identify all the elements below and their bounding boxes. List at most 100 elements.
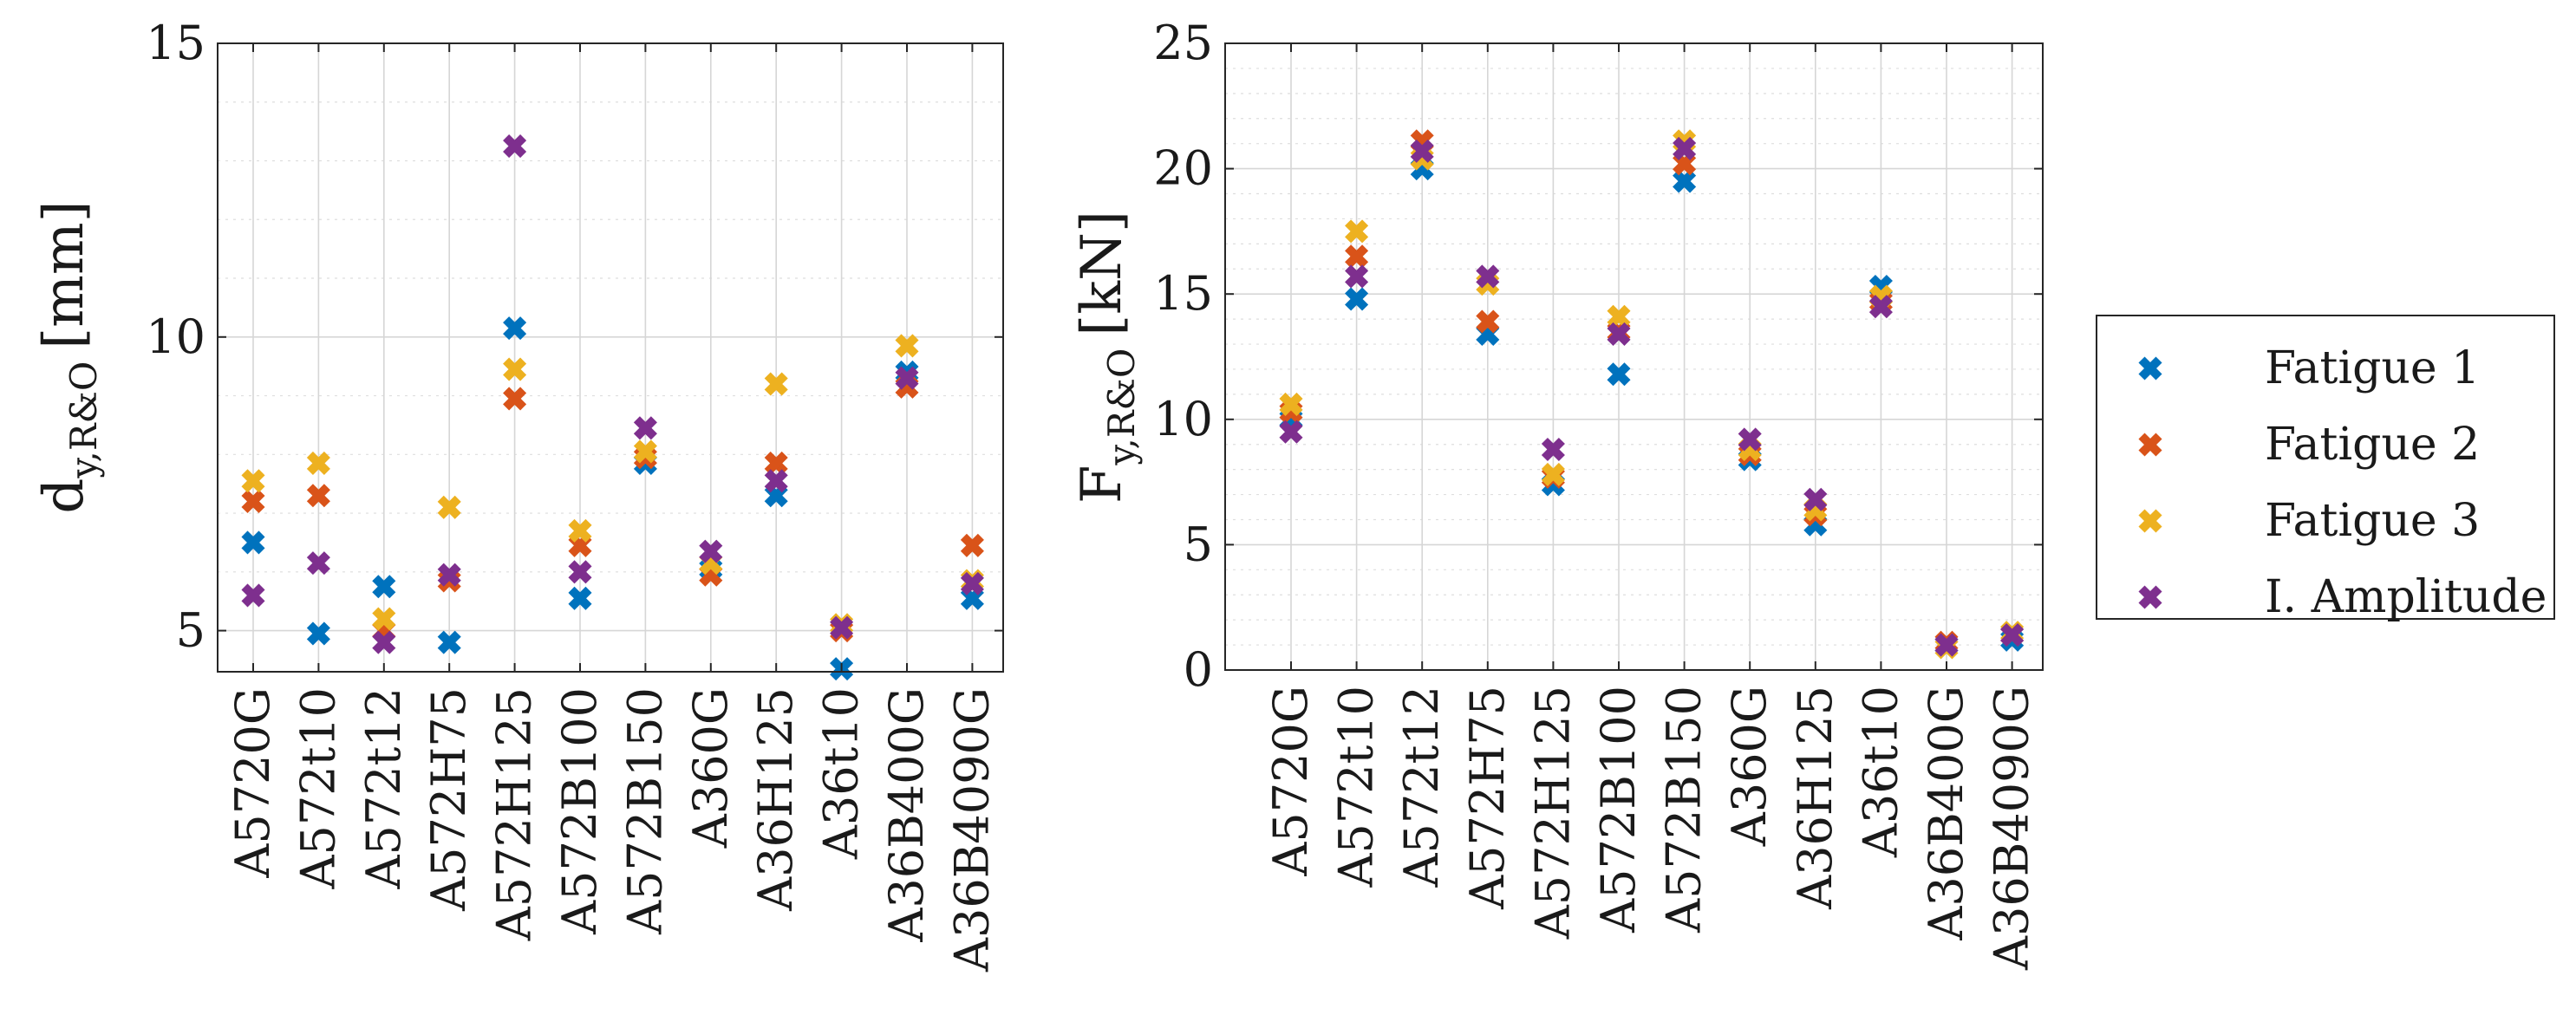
data-point-fatigue-1-a572b100	[1607, 362, 1631, 387]
legend-marker-fatigue-2	[2138, 433, 2162, 457]
data-point-i-amplitude-a360g	[1738, 427, 1762, 452]
data-point-i-amplitude-a572b100	[1607, 322, 1631, 347]
data-point-i-amplitude-a572b150	[633, 416, 657, 440]
x-tick-label-a5720g: A5720G	[225, 687, 280, 879]
data-point-i-amplitude-a572h125	[1541, 437, 1565, 462]
series-i-amplitude	[241, 134, 984, 654]
legend-marker-fatigue-3	[2138, 509, 2162, 533]
x-tick-label-a572t12: A572t12	[356, 687, 411, 889]
y-axis-label-symbol: F	[1070, 465, 1134, 504]
y-axis-label-unit: [mm]	[32, 200, 96, 348]
plot-area-box	[1224, 42, 2044, 671]
data-point-i-amplitude-a36b4090g	[2000, 622, 2025, 647]
x-tick-label-a360g: A360G	[1722, 686, 1777, 847]
x-tick-label-a572h75: A572H75	[1460, 686, 1515, 910]
x-tick-label-a572b100: A572B100	[552, 687, 607, 935]
data-point-fatigue-2-a572t10	[306, 484, 330, 508]
series-i-amplitude	[1279, 136, 2025, 657]
data-point-fatigue-3-a36h125	[764, 372, 788, 396]
data-point-i-amplitude-a5720g	[241, 583, 265, 608]
x-tick-label-a36b400g: A36B400G	[879, 687, 934, 943]
y-tick-label: 10	[1153, 392, 1213, 446]
data-point-i-amplitude-a36h125	[764, 469, 788, 493]
data-point-fatigue-2-a36b4090g	[960, 533, 984, 557]
data-point-i-amplitude-a36t10	[830, 615, 854, 640]
y-tick-label: 5	[176, 603, 205, 658]
data-point-i-amplitude-a572h75	[1476, 264, 1500, 289]
y-tick-label: 20	[1153, 141, 1213, 196]
legend-marker-i-amplitude	[2138, 585, 2162, 609]
data-point-i-amplitude-a572b100	[568, 560, 592, 584]
x-tick-label-a5720g: A5720G	[1263, 686, 1318, 877]
data-point-fatigue-1-a572h75	[437, 630, 461, 654]
x-tick-label-a36h125: A36H125	[748, 687, 803, 912]
legend-box	[2096, 315, 2555, 620]
data-point-fatigue-3-a572h125	[503, 357, 527, 381]
x-tick-label-a36t10: A36t10	[814, 687, 869, 860]
legend-entry-fatigue-3: Fatigue 3	[2138, 495, 2480, 547]
data-point-fatigue-3-a572b100	[1607, 304, 1631, 329]
data-point-fatigue-1-a572t12	[372, 575, 396, 599]
plot-area-box	[217, 42, 1004, 673]
data-point-fatigue-2-a572h125	[503, 387, 527, 411]
y-axis-label-unit: [kN]	[1070, 211, 1134, 336]
data-point-i-amplitude-a572t10	[1345, 264, 1369, 289]
y-tick-label: 15	[146, 16, 205, 70]
x-tick-label-a572t10: A572t10	[1329, 686, 1384, 888]
data-point-fatigue-3-a572h125	[1541, 462, 1565, 486]
data-point-i-amplitude-a572b150	[1673, 136, 1697, 160]
data-point-i-amplitude-a572t12	[372, 630, 396, 654]
data-point-i-amplitude-a572h125	[503, 134, 527, 159]
y-tick-label: 15	[1153, 266, 1213, 321]
x-tick-label-a572h75: A572H75	[421, 687, 476, 912]
data-point-fatigue-2-a572t10	[1345, 244, 1369, 269]
data-point-i-amplitude-a5720g	[1279, 420, 1303, 444]
legend-entry-fatigue-1: Fatigue 1	[2138, 342, 2480, 394]
data-point-fatigue-3-a36b400g	[895, 334, 919, 358]
x-tick-label-a36h125: A36H125	[1788, 686, 1842, 910]
data-point-fatigue-3-a5720g	[241, 469, 265, 493]
data-point-i-amplitude-a572h75	[437, 563, 461, 587]
y-axis-label-subscript: y,R&O	[62, 361, 105, 479]
svg-text:Fy,R&O[kN]: Fy,R&O [kN]	[1070, 211, 1143, 504]
legend-label-i-amplitude: I. Amplitude	[2265, 571, 2547, 623]
y-axis-label: Fy,R&O [kN]	[1070, 211, 1143, 504]
x-tick-label-a572h125: A572H125	[1525, 686, 1580, 940]
data-point-fatigue-1-a5720g	[241, 530, 265, 555]
data-point-i-amplitude-a36h125	[1803, 487, 1828, 511]
data-point-fatigue-1-a572t10	[1345, 287, 1369, 311]
legend-label-fatigue-3: Fatigue 3	[2265, 495, 2480, 547]
x-tick-label-a572t10: A572t10	[290, 687, 345, 889]
data-point-i-amplitude-a36b4090g	[960, 571, 984, 595]
x-tick-label-a572t12: A572t12	[1394, 686, 1449, 888]
y-axis-label-symbol: d	[32, 478, 96, 514]
data-point-fatigue-3-a572t12	[372, 607, 396, 631]
legend: Fatigue 1 Fatigue 2 Fatigue 3 I. Amplitude	[2096, 315, 2555, 623]
x-tick-label-a36b400g: A36B400G	[1919, 686, 1973, 941]
data-point-fatigue-3-a572h75	[437, 495, 461, 519]
legend-label-fatigue-1: Fatigue 1	[2265, 342, 2480, 394]
data-point-fatigue-1-a572h125	[503, 316, 527, 341]
data-point-fatigue-1-a572b150	[1673, 169, 1697, 193]
data-point-fatigue-3-a572b100	[568, 518, 592, 543]
legend-label-fatigue-2: Fatigue 2	[2265, 419, 2480, 471]
y-axis-label-subscript: y,R&O	[1100, 348, 1143, 466]
x-tick-label-a36t10: A36t10	[1853, 686, 1908, 858]
y-tick-label: 5	[1184, 517, 1213, 571]
x-tick-label-a572b150: A572B150	[1657, 686, 1712, 934]
data-point-i-amplitude-a36b400g	[1934, 633, 1959, 657]
data-point-i-amplitude-a360g	[699, 539, 723, 563]
y-tick-label: 0	[1184, 642, 1213, 697]
x-tick-label-a36b4090g: A36B4090G	[944, 687, 999, 973]
data-point-fatigue-1-a572b100	[568, 586, 592, 610]
data-point-i-amplitude-a572t10	[306, 551, 330, 576]
y-axis-label: dy,R&O [mm]	[32, 200, 105, 513]
data-point-i-amplitude-a36b400g	[895, 366, 919, 390]
data-point-fatigue-3-a572b150	[633, 439, 657, 464]
series-fatigue-1	[241, 316, 984, 681]
data-point-fatigue-3-a5720g	[1279, 392, 1303, 416]
x-tick-label-a360g: A360G	[683, 687, 738, 849]
x-tick-label-a572b100: A572B100	[1591, 686, 1646, 934]
